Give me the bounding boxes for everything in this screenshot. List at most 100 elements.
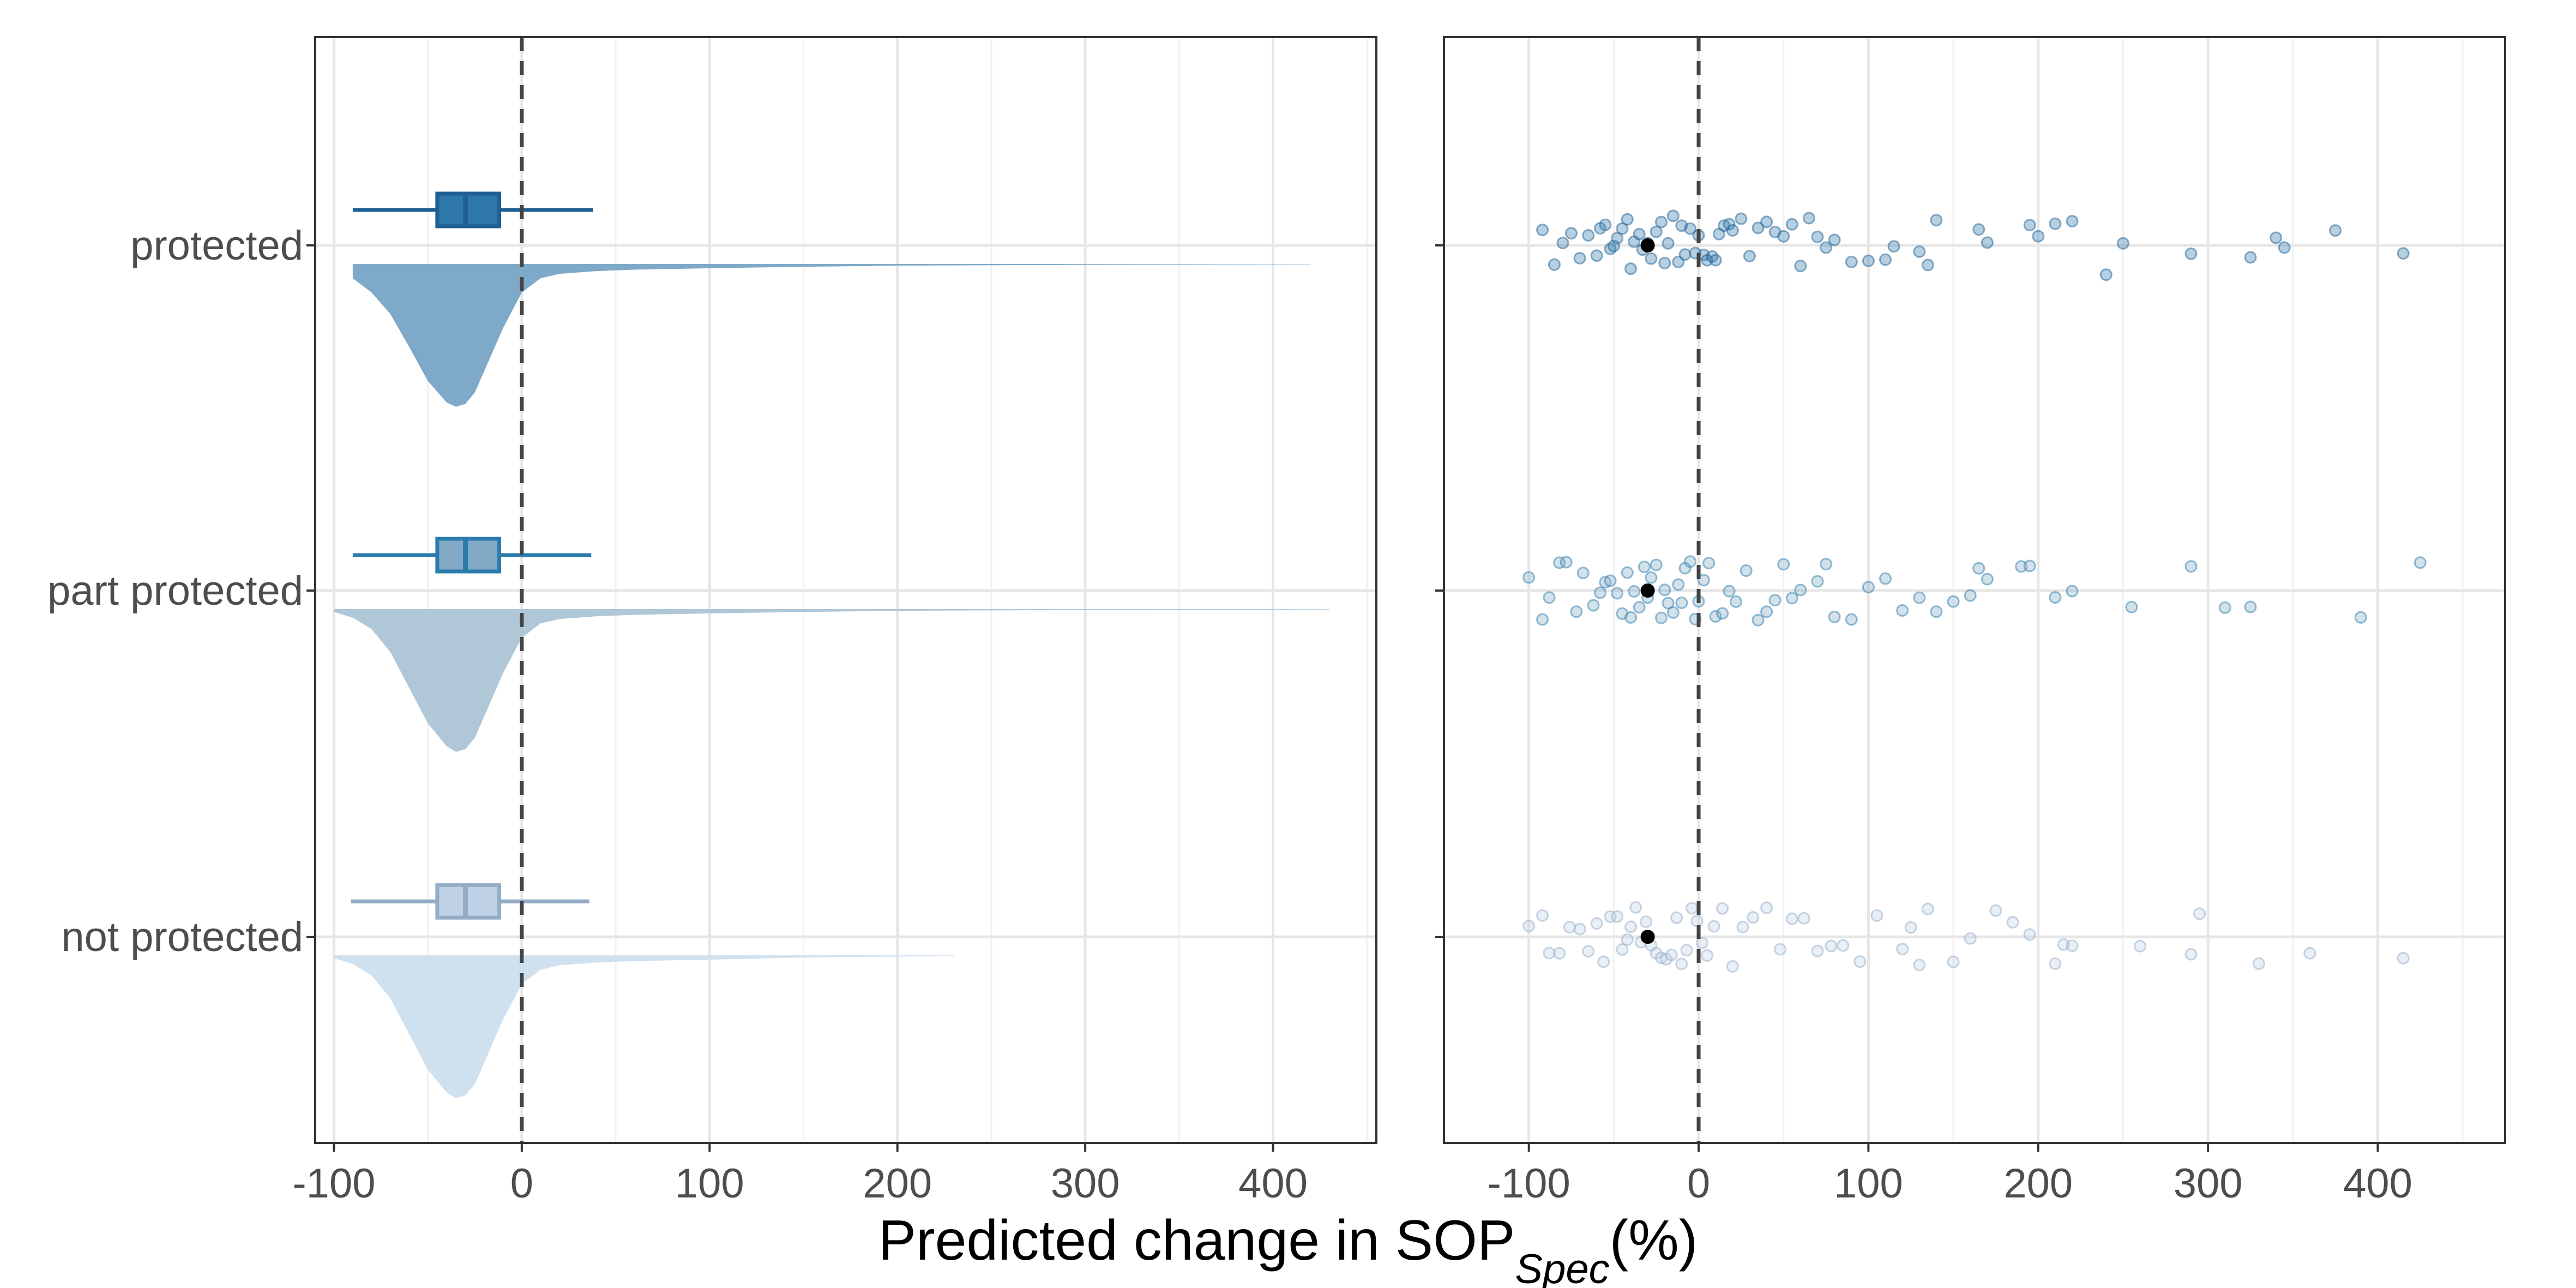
data-point-protected	[1709, 254, 1722, 267]
data-point-part-protected	[1896, 604, 1909, 617]
data-point-protected	[1662, 237, 1675, 250]
data-point-part-protected	[1522, 571, 1536, 584]
data-point-protected	[1536, 224, 1549, 237]
data-point-part-protected	[1913, 591, 1926, 604]
data-point-protected	[2049, 217, 2062, 230]
data-point-not-protected	[2193, 907, 2206, 920]
data-point-part-protected	[1794, 583, 1807, 597]
data-point-protected	[1743, 250, 1756, 263]
data-point-protected	[2116, 237, 2129, 250]
data-point-part-protected	[2218, 601, 2231, 614]
data-point-not-protected	[1853, 955, 1867, 968]
data-point-part-protected	[2414, 556, 2427, 569]
data-point-protected	[2184, 247, 2198, 260]
data-point-not-protected	[1686, 901, 1699, 914]
data-point-not-protected	[1964, 932, 1977, 945]
data-point-protected	[2032, 230, 2045, 243]
data-point-part-protected	[1604, 574, 1617, 587]
boxplot-box-protected	[435, 191, 502, 228]
data-point-not-protected	[1904, 921, 1917, 934]
median-marker-protected	[1640, 238, 1655, 252]
category-label-not-protected: not protected	[61, 914, 303, 960]
data-point-protected	[1845, 255, 1858, 268]
data-point-not-protected	[1616, 943, 1629, 956]
data-point-protected	[1655, 215, 1668, 228]
data-point-part-protected	[1633, 601, 1646, 614]
data-point-part-protected	[1768, 594, 1781, 607]
data-point-part-protected	[1702, 557, 1716, 570]
data-point-part-protected	[1650, 558, 1663, 571]
data-point-part-protected	[1675, 597, 1688, 609]
data-point-not-protected	[1736, 920, 1749, 934]
data-point-protected	[1913, 245, 1926, 258]
data-point-not-protected	[1597, 955, 1610, 968]
data-point-part-protected	[1645, 571, 1658, 584]
data-point-part-protected	[1879, 572, 1892, 585]
data-point-part-protected	[1684, 555, 1696, 568]
data-point-not-protected	[1590, 917, 1603, 930]
data-point-protected	[1684, 222, 1696, 235]
data-point-part-protected	[1594, 586, 1606, 599]
data-point-protected	[1548, 258, 1561, 271]
data-point-not-protected	[1621, 933, 1634, 946]
data-point-part-protected	[1811, 575, 1824, 588]
data-point-protected	[1616, 222, 1629, 235]
data-point-not-protected	[1536, 909, 1549, 922]
data-point-part-protected	[1638, 561, 1651, 574]
data-point-part-protected	[1709, 610, 1722, 623]
data-point-not-protected	[2006, 916, 2019, 929]
data-point-not-protected	[1582, 945, 1595, 958]
points-panel: -100 0 100 200 300 400	[1435, 36, 2506, 1207]
data-point-part-protected	[2066, 585, 2079, 598]
data-point-not-protected	[1774, 943, 1786, 956]
data-point-not-protected	[1837, 939, 1850, 952]
data-point-not-protected	[1640, 915, 1652, 928]
data-point-part-protected	[1820, 558, 1833, 570]
data-point-protected	[1611, 232, 1624, 245]
data-point-not-protected	[1701, 949, 1714, 962]
data-point-not-protected	[1611, 910, 1624, 923]
data-point-part-protected	[1785, 592, 1798, 605]
data-point-protected	[1582, 229, 1595, 242]
data-point-protected	[1820, 241, 1833, 254]
x-tick-label: 0	[510, 1160, 533, 1207]
data-point-part-protected	[1611, 587, 1624, 600]
x-axis-title-main: Predicted change in SOP	[878, 1209, 1515, 1272]
data-point-protected	[1862, 254, 1875, 267]
data-point-not-protected	[1726, 960, 1739, 973]
data-point-protected	[1735, 212, 1748, 225]
data-point-part-protected	[1655, 611, 1668, 624]
data-point-part-protected	[1570, 605, 1583, 618]
data-point-part-protected	[1972, 562, 1985, 575]
data-point-not-protected	[2134, 940, 2147, 953]
data-point-part-protected	[1947, 595, 1960, 608]
data-point-part-protected	[1628, 585, 1641, 598]
data-point-not-protected	[1573, 923, 1586, 936]
data-point-part-protected	[1624, 611, 1637, 624]
data-point-protected	[1599, 218, 1612, 231]
data-point-protected	[1565, 227, 1578, 240]
category-label-protected: protected	[130, 222, 303, 269]
data-point-protected	[1726, 224, 1739, 237]
data-point-not-protected	[1913, 959, 1926, 972]
data-point-part-protected	[2184, 560, 2198, 573]
data-point-protected	[1633, 227, 1646, 240]
data-point-part-protected	[2125, 600, 2138, 613]
data-point-not-protected	[1870, 909, 1883, 922]
data-point-protected	[1828, 233, 1841, 246]
data-point-part-protected	[2049, 591, 2062, 604]
x-tick-label: -100	[1488, 1160, 1570, 1207]
data-point-part-protected	[1930, 605, 1943, 618]
data-point-not-protected	[1825, 940, 1838, 953]
data-point-protected	[2023, 219, 2036, 232]
data-point-protected	[1921, 258, 1934, 272]
x-tick-label: 100	[675, 1160, 744, 1207]
data-point-not-protected	[1680, 944, 1693, 956]
x-tick-label: 300	[2174, 1160, 2243, 1207]
data-point-part-protected	[1981, 573, 1994, 586]
data-point-part-protected	[1862, 581, 1875, 594]
data-point-protected	[2099, 268, 2112, 281]
data-point-part-protected	[1752, 613, 1765, 627]
data-point-part-protected	[1760, 605, 1773, 618]
